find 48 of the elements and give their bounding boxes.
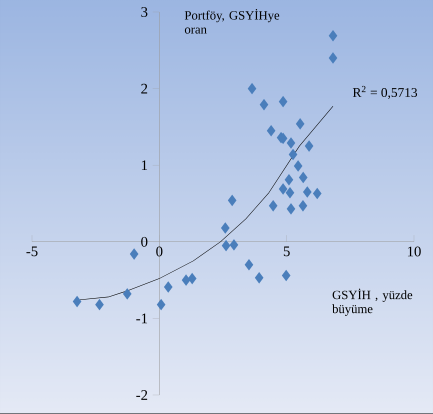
- point: [288, 148, 298, 160]
- point: [286, 137, 296, 149]
- point: [286, 187, 294, 198]
- point: [260, 99, 268, 110]
- point: [248, 82, 256, 94]
- x-tick-label: 0: [156, 246, 162, 256]
- point: [298, 172, 308, 184]
- point: [230, 239, 238, 250]
- point: [228, 194, 236, 206]
- y-tick-label: 2: [141, 84, 148, 94]
- point: [296, 118, 304, 130]
- point: [286, 203, 296, 214]
- point: [156, 299, 166, 310]
- x-tick-label: -5: [26, 246, 38, 256]
- point: [266, 125, 276, 136]
- point: [294, 160, 302, 172]
- x-tick-label: 10: [408, 246, 421, 256]
- y-tick-label: -1: [136, 314, 148, 324]
- y-tick-label: 1: [142, 160, 148, 170]
- point: [122, 288, 132, 300]
- point: [95, 299, 104, 310]
- point: [328, 30, 338, 42]
- y-tick-label: -2: [136, 390, 148, 400]
- point: [254, 272, 264, 284]
- point: [221, 222, 230, 234]
- point: [278, 96, 288, 108]
- point: [312, 188, 322, 200]
- point: [188, 272, 196, 284]
- x-axis-title: GSYİH , yüzde büyüme: [332, 288, 412, 316]
- point: [182, 274, 190, 286]
- y-axis-title: Portföy, GSYİHye oran: [184, 9, 280, 34]
- x-tick-label: 5: [284, 246, 290, 256]
- point: [303, 186, 312, 198]
- y-tick-label: 3: [141, 7, 148, 17]
- point: [130, 248, 138, 260]
- point: [278, 183, 288, 195]
- y-tick-label: 0: [141, 236, 148, 247]
- point: [222, 240, 230, 252]
- point: [328, 52, 338, 64]
- point: [284, 174, 294, 186]
- point: [268, 200, 278, 212]
- point: [164, 281, 173, 293]
- point: [282, 270, 290, 282]
- point: [72, 296, 82, 308]
- point: [298, 200, 308, 212]
- point: [304, 140, 314, 152]
- annotation: R$^{2}$ = 0,5713: [352, 86, 418, 99]
- point: [244, 259, 254, 270]
